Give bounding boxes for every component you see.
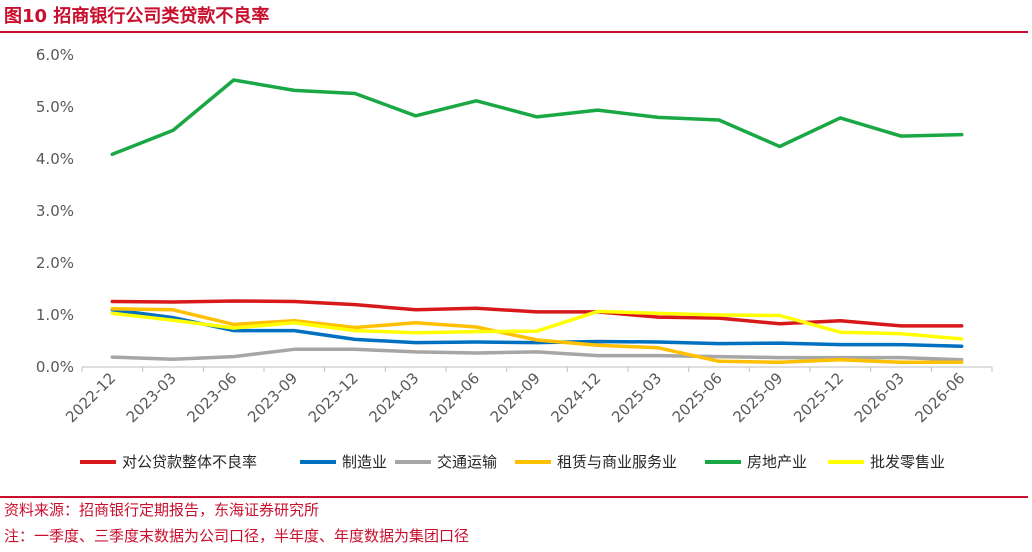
- chart-axes: 0.0%1.0%2.0%3.0%4.0%5.0%6.0%2022-12 2023-…: [36, 46, 993, 426]
- x-tick-label: 2025-03: [608, 369, 665, 426]
- x-tick-label: 2023-06: [183, 369, 240, 426]
- y-tick-label: 0.0%: [36, 358, 74, 376]
- x-tick-label: 2022-12: [62, 369, 119, 426]
- x-tick-label: 2023-03: [123, 369, 180, 426]
- x-tick-label: 2024-03: [365, 369, 422, 426]
- x-tick-label: 2026-06: [911, 369, 968, 426]
- x-tick-label: 2025-09: [729, 369, 786, 426]
- y-tick-label: 1.0%: [36, 306, 74, 324]
- x-tick-label: 2024-06: [426, 369, 483, 426]
- series-line: [110, 307, 964, 365]
- x-tick-label: 2025-06: [669, 369, 726, 426]
- legend-label: 制造业: [342, 453, 387, 471]
- legend-label: 批发零售业: [870, 453, 945, 471]
- chart-series: [110, 78, 964, 365]
- title-rule: [0, 31, 1028, 33]
- x-tick-label: 2024-12: [547, 369, 604, 426]
- x-tick-label: 2026-03: [851, 369, 908, 426]
- y-tick-label: 5.0%: [36, 98, 74, 116]
- series-line: [110, 347, 964, 362]
- x-tick-label: 2025-12: [790, 369, 847, 426]
- x-tick-label: 2023-12: [305, 369, 362, 426]
- source-note: 资料来源：招商银行定期报告，东海证券研究所: [4, 501, 320, 519]
- legend-label: 租赁与商业服务业: [557, 453, 677, 471]
- y-tick-label: 4.0%: [36, 150, 74, 168]
- figure-title: 图10 招商银行公司类贷款不良率: [4, 6, 270, 27]
- y-tick-label: 2.0%: [36, 254, 74, 272]
- x-tick-label: 2023-09: [244, 369, 301, 426]
- source-rule: [0, 496, 1028, 498]
- series-line: [110, 309, 964, 341]
- x-tick-label: 2024-09: [487, 369, 544, 426]
- remark-note: 注：一季度、三季度末数据为公司口径，半年度、年度数据为集团口径: [4, 527, 470, 545]
- series-line: [110, 299, 964, 328]
- y-tick-label: 3.0%: [36, 202, 74, 220]
- series-line: [110, 308, 964, 348]
- legend-label: 房地产业: [747, 453, 807, 471]
- legend-label: 交通运输: [437, 453, 497, 471]
- line-chart: 0.0%1.0%2.0%3.0%4.0%5.0%6.0%2022-12 2023-…: [36, 46, 993, 471]
- legend-label: 对公贷款整体不良率: [122, 453, 257, 471]
- series-line: [110, 78, 964, 157]
- chart-legend: 对公贷款整体不良率 制造业 交通运输 租赁与商业服务业 房地产业 批发零售业: [80, 453, 945, 471]
- y-tick-label: 6.0%: [36, 46, 74, 64]
